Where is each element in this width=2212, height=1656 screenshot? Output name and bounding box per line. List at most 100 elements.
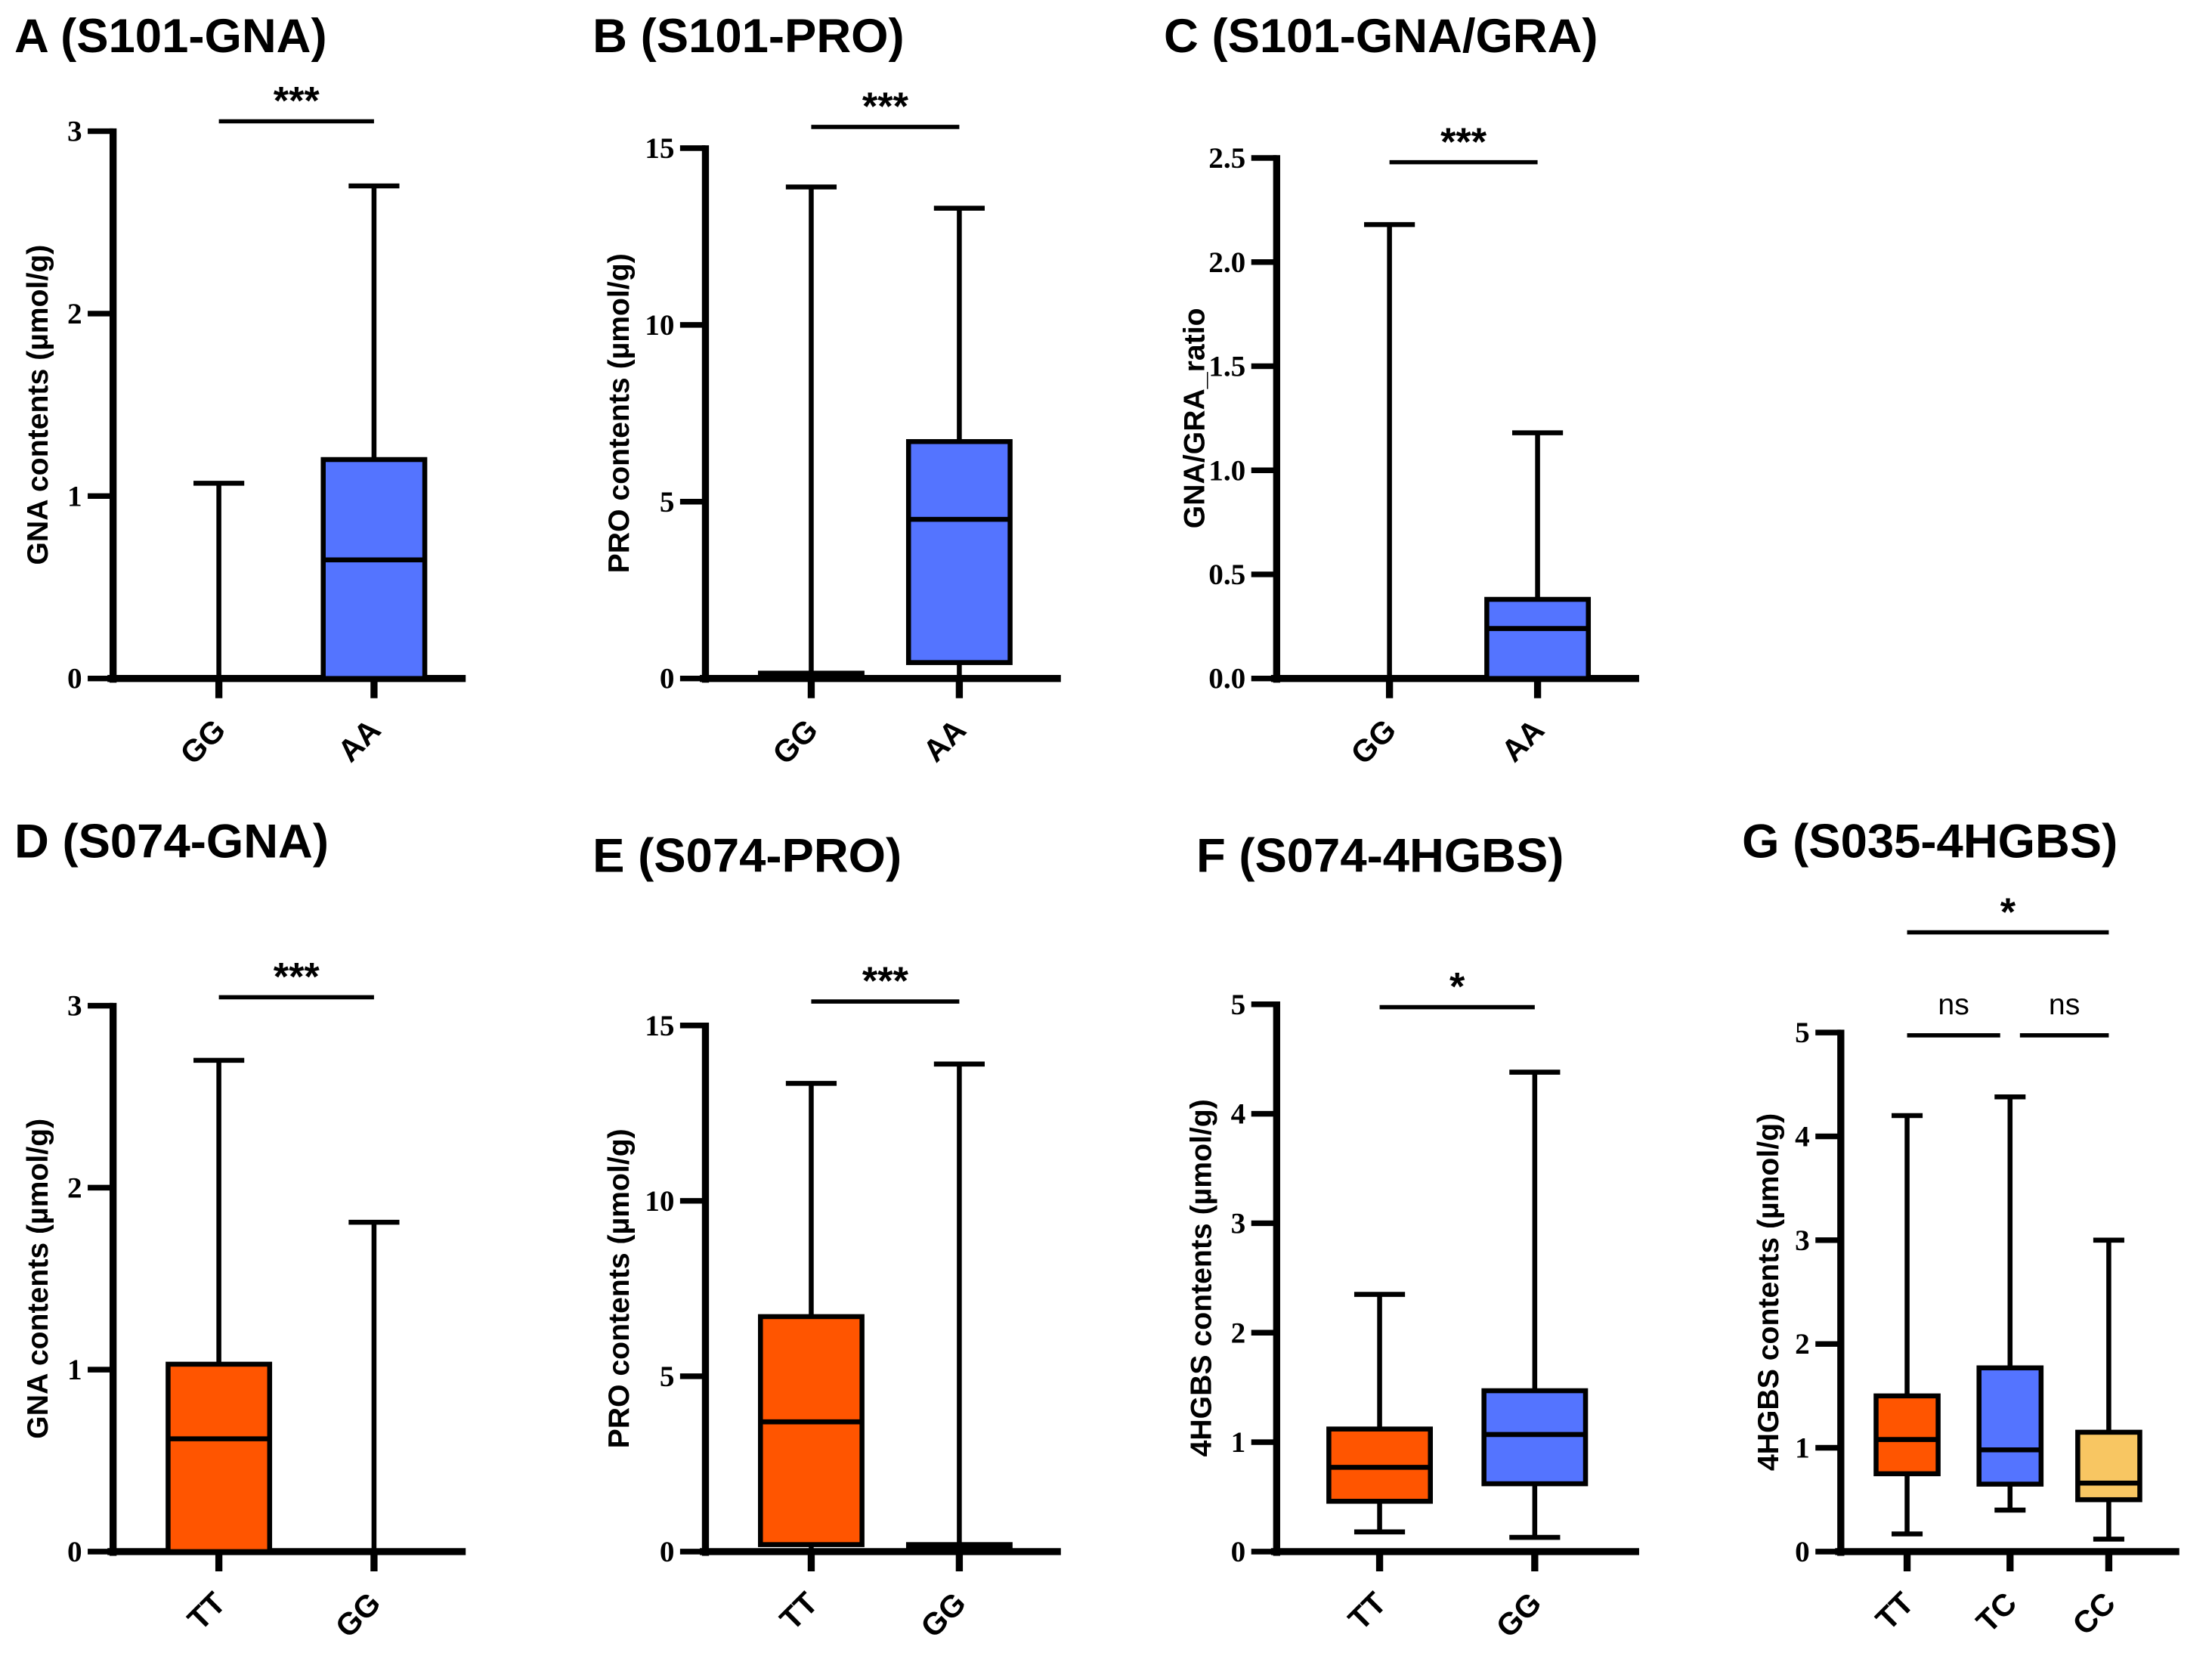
significance-label: ***	[862, 85, 909, 129]
y-tick-label: 3	[67, 116, 82, 148]
box-cc	[2075, 1237, 2142, 1542]
iqr-box	[905, 438, 1013, 665]
panel-title: A (S101-GNA)	[14, 10, 327, 63]
box-aa	[905, 206, 1013, 679]
box-tt	[1873, 1113, 1941, 1537]
panel-c: C (S101-GNA/GRA) GNA/GRA_ratio 0.0 0.5 1.0 1.…	[1164, 10, 1639, 771]
y-tick-label: 1.5	[1208, 351, 1245, 383]
x-tick-label: GG	[173, 712, 232, 771]
panel-title: G (S035-4HGBS)	[1742, 816, 2118, 868]
x-tick-label: TT	[1341, 1586, 1393, 1637]
iqr-box	[1976, 1365, 2044, 1487]
significance-label: ***	[274, 79, 320, 123]
panel-title: D (S074-GNA)	[14, 816, 329, 868]
y-tick-label: 10	[645, 309, 674, 342]
iqr-box	[1484, 596, 1592, 681]
y-tick-label: 5	[660, 1360, 675, 1393]
y-tick-label: 4	[1231, 1098, 1246, 1131]
y-tick-label: 1	[1795, 1432, 1810, 1465]
y-tick-label: 3	[1231, 1207, 1246, 1240]
box-aa	[1484, 430, 1592, 681]
y-tick-label: 2	[67, 1172, 82, 1204]
x-tick-label: AA	[917, 712, 973, 768]
y-axis-label: GNA contents (µmol/g)	[22, 1119, 54, 1439]
x-tick-label: AA	[1495, 712, 1551, 768]
significance-label: *	[1449, 965, 1465, 1009]
y-tick-label: 5	[660, 486, 675, 518]
significance-label: ***	[862, 960, 909, 1004]
x-tick-label: TT	[1869, 1586, 1920, 1637]
y-tick-label: 15	[645, 132, 674, 165]
y-tick-label: 4	[1795, 1121, 1810, 1153]
y-tick-label: 0	[1795, 1536, 1810, 1568]
iqr-box	[2075, 1429, 2142, 1503]
x-tick-label: TT	[181, 1586, 232, 1637]
significance-label: ns	[1938, 989, 1969, 1021]
y-tick-label: 3	[67, 990, 82, 1023]
panel-title: C (S101-GNA/GRA)	[1164, 10, 1598, 63]
x-tick-label: GG	[329, 1586, 388, 1645]
panel-title: E (S074-PRO)	[592, 829, 902, 882]
y-tick-label: 2	[67, 298, 82, 330]
panel-b: B (S101-PRO) PRO contents (µmol/g) 0 5 10 15 G…	[592, 10, 1061, 771]
x-tick-label: GG	[1344, 712, 1403, 771]
y-tick-label: 15	[645, 1010, 674, 1042]
y-tick-label: 0	[660, 663, 675, 695]
x-tick-label: TC	[1969, 1586, 2023, 1639]
significance-label: ***	[1440, 120, 1487, 164]
box-gg	[193, 481, 245, 679]
iqr-box	[1873, 1393, 1941, 1477]
x-tick-label: GG	[1490, 1586, 1548, 1645]
y-tick-label: 10	[645, 1185, 674, 1218]
box-gg	[348, 1219, 400, 1552]
panel-title: B (S101-PRO)	[592, 10, 904, 63]
box-tt	[1326, 1292, 1434, 1535]
iqr-box	[320, 457, 428, 681]
y-axis-label: PRO contents (µmol/g)	[603, 1128, 636, 1448]
panel-e: E (S074-PRO) PRO contents (µmol/g) 0 5 10 15 T…	[592, 829, 1061, 1644]
y-tick-label: 0.0	[1208, 663, 1245, 695]
panel-f: F (S074-4HGBS) 4HGBS contents (µmol/g) 0 1 2…	[1186, 829, 1639, 1644]
panel-title: F (S074-4HGBS)	[1196, 829, 1564, 882]
y-tick-label: 0	[67, 1536, 82, 1568]
y-tick-label: 2.5	[1208, 142, 1245, 175]
y-axis-label: 4HGBS contents (µmol/g)	[1186, 1099, 1218, 1456]
significance-label: *	[2000, 890, 2016, 934]
y-tick-label: 5	[1231, 989, 1246, 1021]
y-tick-label: 1	[1231, 1426, 1246, 1459]
y-axis-label: PRO contents (µmol/g)	[603, 253, 636, 573]
box-tt	[166, 1057, 273, 1555]
iqr-box	[757, 1314, 865, 1547]
y-tick-label: 5	[1795, 1017, 1810, 1049]
x-tick-label: GG	[914, 1586, 973, 1645]
box-tc	[1976, 1094, 2044, 1513]
box-gg	[1481, 1069, 1589, 1540]
y-tick-label: 1	[67, 480, 82, 512]
x-tick-label: CC	[2066, 1586, 2122, 1642]
box-gg	[905, 1061, 1013, 1555]
y-axis-label: GNA contents (µmol/g)	[22, 245, 54, 565]
box-tt	[757, 1081, 865, 1552]
y-tick-label: 1	[67, 1354, 82, 1386]
panel-g: G (S035-4HGBS) 4HGBS contents (µmol/g) 0 1 2…	[1742, 816, 2180, 1642]
y-tick-label: 0.5	[1208, 559, 1245, 591]
x-tick-label: AA	[331, 712, 387, 768]
iqr-box	[166, 1361, 273, 1555]
y-tick-label: 3	[1795, 1224, 1810, 1257]
y-tick-label: 0	[660, 1536, 675, 1568]
box-gg	[757, 184, 865, 681]
y-tick-label: 0	[67, 663, 82, 695]
x-tick-label: GG	[766, 712, 824, 771]
box-gg	[1364, 221, 1415, 679]
panel-a: A (S101-GNA) GNA contents (µmol/g) 0 1 2 3 GG A…	[14, 10, 466, 771]
iqr-box	[1481, 1388, 1589, 1487]
y-tick-label: 2.0	[1208, 246, 1245, 279]
y-tick-label: 2	[1795, 1328, 1810, 1360]
significance-label: ***	[274, 955, 320, 999]
significance-label: ns	[2049, 989, 2080, 1021]
y-axis-label: GNA/GRA_ratio	[1178, 308, 1211, 528]
panel-d: D (S074-GNA) GNA contents (µmol/g) 0 1 2 3 TT G…	[14, 816, 466, 1645]
y-tick-label: 1.0	[1208, 454, 1245, 487]
y-tick-label: 0	[1231, 1536, 1246, 1568]
